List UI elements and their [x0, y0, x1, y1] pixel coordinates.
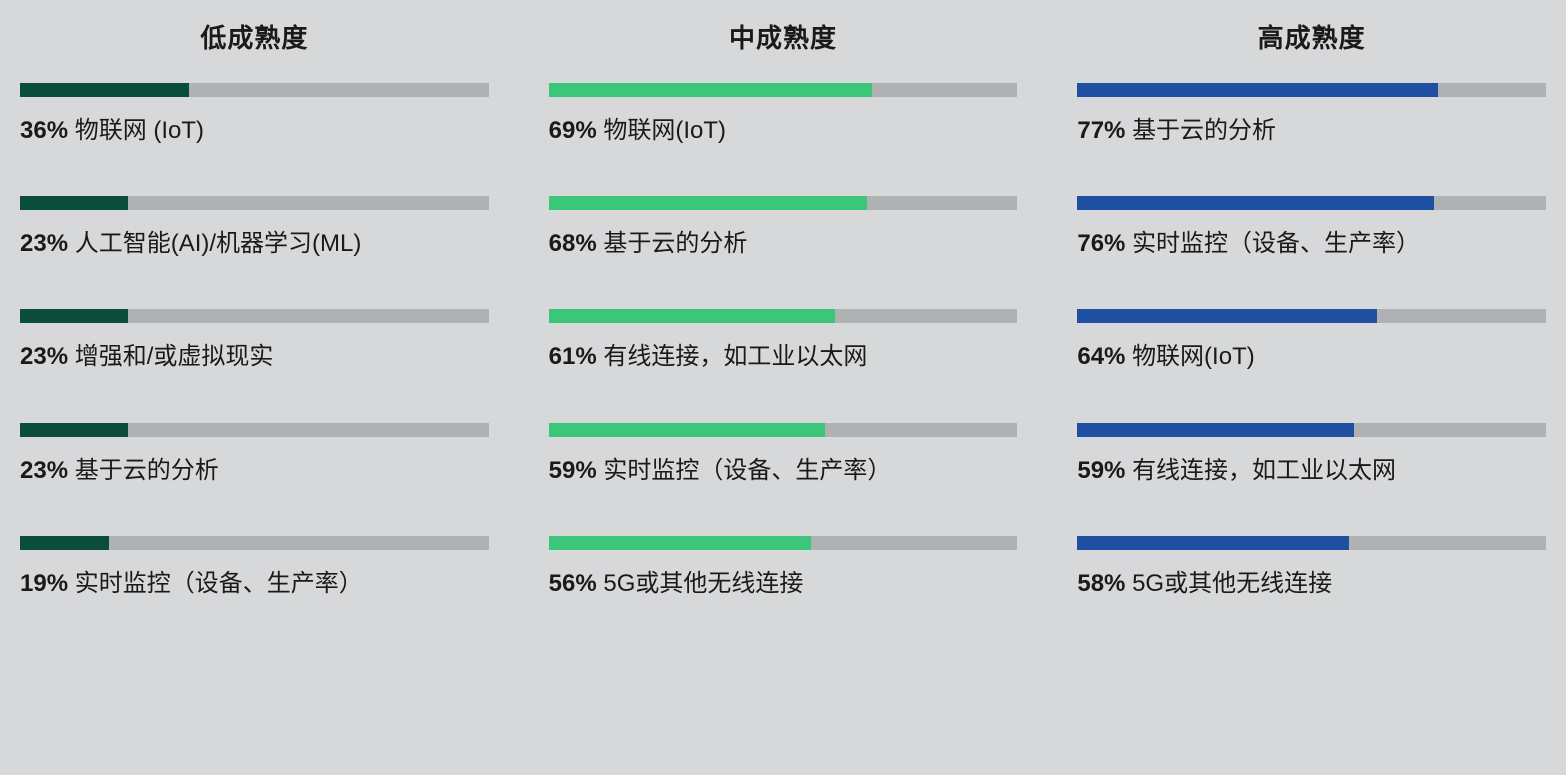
- bar-fill: [549, 196, 868, 210]
- bar-fill: [20, 536, 109, 550]
- bar-track: [549, 423, 1018, 437]
- bar-label: 59% 实时监控（设备、生产率）: [549, 455, 1018, 486]
- bar-track: [549, 196, 1018, 210]
- bar-item: 64% 物联网(IoT): [1077, 309, 1546, 372]
- bar-label: 77% 基于云的分析: [1077, 115, 1546, 146]
- bar-track: [1077, 536, 1546, 550]
- bar-fill: [20, 423, 128, 437]
- bar-track: [549, 83, 1018, 97]
- bar-item: 23% 增强和/或虚拟现实: [20, 309, 489, 372]
- bar-label: 19% 实时监控（设备、生产率）: [20, 568, 489, 599]
- bar-label: 23% 基于云的分析: [20, 455, 489, 486]
- bar-label: 61% 有线连接，如工业以太网: [549, 341, 1018, 372]
- column-header: 高成熟度: [1077, 0, 1546, 83]
- bar-track: [1077, 423, 1546, 437]
- bar-fill: [1077, 536, 1349, 550]
- bar-track: [20, 423, 489, 437]
- bar-label: 69% 物联网(IoT): [549, 115, 1018, 146]
- bar-label: 36% 物联网 (IoT): [20, 115, 489, 146]
- bar-fill: [549, 536, 811, 550]
- bar-item: 69% 物联网(IoT): [549, 83, 1018, 146]
- bar-item: 59% 实时监控（设备、生产率）: [549, 423, 1018, 486]
- bar-fill: [20, 196, 128, 210]
- bar-fill: [1077, 196, 1433, 210]
- bar-fill: [1077, 309, 1377, 323]
- bar-fill: [549, 423, 826, 437]
- bar-item: 68% 基于云的分析: [549, 196, 1018, 259]
- bar-item: 61% 有线连接，如工业以太网: [549, 309, 1018, 372]
- bar-item: 19% 实时监控（设备、生产率）: [20, 536, 489, 599]
- bar-item: 23% 基于云的分析: [20, 423, 489, 486]
- bar-label: 59% 有线连接，如工业以太网: [1077, 455, 1546, 486]
- bar-fill: [20, 83, 189, 97]
- bar-item: 58% 5G或其他无线连接: [1077, 536, 1546, 599]
- bar-fill: [549, 309, 835, 323]
- bar-label: 23% 人工智能(AI)/机器学习(ML): [20, 228, 489, 259]
- column-low: 低成熟度 36% 物联网 (IoT) 23% 人工智能(AI)/机器学习(ML)…: [20, 0, 489, 775]
- column-mid: 中成熟度 69% 物联网(IoT) 68% 基于云的分析 61% 有线连接，如工…: [549, 0, 1018, 775]
- bar-fill: [1077, 423, 1354, 437]
- bar-item: 56% 5G或其他无线连接: [549, 536, 1018, 599]
- bar-item: 59% 有线连接，如工业以太网: [1077, 423, 1546, 486]
- bar-track: [1077, 83, 1546, 97]
- column-header: 中成熟度: [549, 0, 1018, 83]
- bar-track: [1077, 309, 1546, 323]
- bar-label: 64% 物联网(IoT): [1077, 341, 1546, 372]
- bar-fill: [549, 83, 872, 97]
- bar-label: 76% 实时监控（设备、生产率）: [1077, 228, 1546, 259]
- bar-item: 77% 基于云的分析: [1077, 83, 1546, 146]
- bar-label: 58% 5G或其他无线连接: [1077, 568, 1546, 599]
- bar-item: 23% 人工智能(AI)/机器学习(ML): [20, 196, 489, 259]
- bar-item: 36% 物联网 (IoT): [20, 83, 489, 146]
- bar-item: 76% 实时监控（设备、生产率）: [1077, 196, 1546, 259]
- bar-label: 23% 增强和/或虚拟现实: [20, 341, 489, 372]
- chart-container: 低成熟度 36% 物联网 (IoT) 23% 人工智能(AI)/机器学习(ML)…: [0, 0, 1566, 775]
- column-header: 低成熟度: [20, 0, 489, 83]
- bar-track: [549, 536, 1018, 550]
- bar-track: [20, 536, 489, 550]
- bar-track: [20, 83, 489, 97]
- column-high: 高成熟度 77% 基于云的分析 76% 实时监控（设备、生产率） 64% 物联网…: [1077, 0, 1546, 775]
- bar-fill: [20, 309, 128, 323]
- bar-track: [1077, 196, 1546, 210]
- bar-label: 56% 5G或其他无线连接: [549, 568, 1018, 599]
- bar-track: [549, 309, 1018, 323]
- bar-label: 68% 基于云的分析: [549, 228, 1018, 259]
- bar-track: [20, 196, 489, 210]
- bar-track: [20, 309, 489, 323]
- bar-fill: [1077, 83, 1438, 97]
